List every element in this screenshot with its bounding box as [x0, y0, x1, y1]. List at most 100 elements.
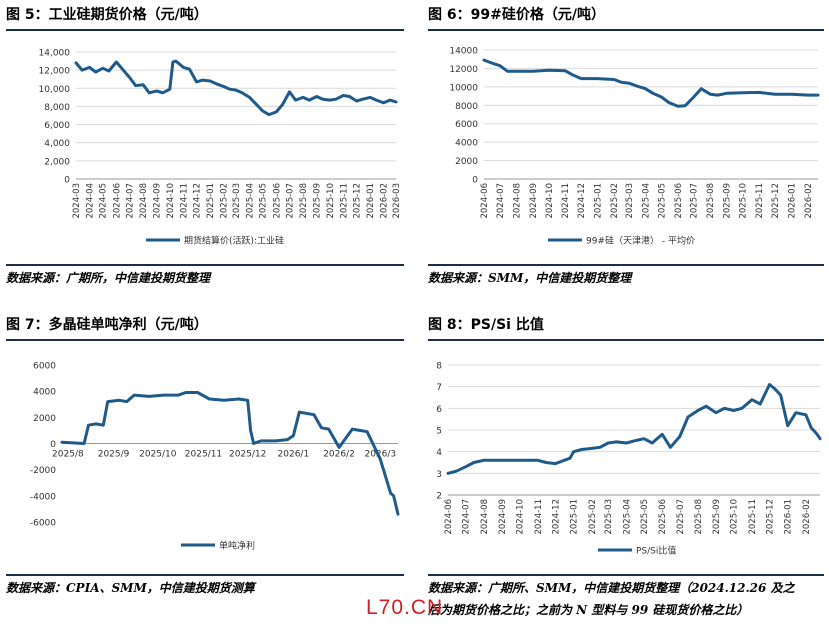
x-tick-label: 2025-11	[339, 183, 349, 219]
x-tick-label: 2024-11	[534, 499, 544, 535]
x-tick-label: 2025-03	[232, 183, 242, 219]
x-tick-label: 2025/12	[229, 450, 266, 460]
x-tick-label: 2025/10	[139, 450, 177, 460]
figure-8-source-line-1: 数据来源：广期所、SMM，中信建投期货整理（2024.12.26 及之	[428, 581, 795, 595]
x-tick-label: 2025-10	[739, 183, 749, 219]
x-tick-label: 2024-03	[72, 183, 82, 219]
x-tick-label: 2024-08	[480, 499, 490, 535]
y-tick-label: 8,000	[44, 103, 70, 113]
figure-5-chart: 0 2,000 4,000 6,000 8,000 10,000 12,000 14,000 2…	[39, 49, 403, 247]
x-tick-label: 2024-11	[179, 183, 189, 219]
x-tick-label: 2025-01	[594, 183, 604, 219]
legend-label: PS/Si比值	[636, 545, 676, 557]
figure-8-source-line-2: 后为期货价格之比；之前为 N 型料与 99 硅现货价格之比）	[428, 603, 749, 617]
series-line	[74, 59, 398, 117]
x-tick-label: 2026-02	[802, 499, 812, 535]
x-tick-label: 2024-05	[99, 183, 109, 219]
figure-6-panel: 图 6：99#硅价格（元/吨） 0 2000 4000 6000 8000 10000 12…	[428, 4, 824, 294]
x-tick-label: 2025-12	[353, 183, 363, 219]
x-tick-label: 2024-09	[498, 499, 508, 535]
y-tick-label: 3	[436, 470, 442, 480]
y-tick-label: 8	[436, 362, 442, 372]
y-tick-label: 4000	[33, 388, 56, 398]
x-tick-label: 2025-09	[712, 499, 722, 535]
x-tick-label: 2025-06	[674, 183, 684, 219]
x-tick-label: 2025-08	[299, 183, 309, 219]
figure-6-chart: 0 2000 4000 6000 8000 10000 12000 14000 2024-06 2…	[449, 47, 820, 247]
x-tick-label: 2025-10	[730, 499, 740, 535]
x-tick-label: 2025-07	[676, 499, 686, 535]
x-tick-label: 2024-06	[444, 499, 454, 535]
figure-5-panel: 图 5：工业硅期货价格（元/吨） 0 2,000 4,000 6,000 8,000 10…	[6, 4, 404, 294]
legend-label: 99#硅（天津港） - 平均价	[586, 235, 695, 247]
x-tick-label: 2024-06	[112, 183, 122, 219]
x-tick-label: 2025-05	[657, 183, 667, 219]
x-tick-label: 2024-07	[462, 499, 472, 535]
x-tick-label: 2025-02	[588, 499, 598, 535]
figure-7-top-rule	[6, 339, 404, 341]
y-tick-label: 6,000	[44, 121, 70, 131]
y-tick-label: 12000	[449, 65, 478, 75]
series-line	[60, 391, 400, 516]
y-tick-label: 10000	[449, 83, 478, 93]
x-tick-label: 2025/9	[98, 450, 130, 460]
x-tick-label: 2025-12	[766, 499, 776, 535]
y-tick-label: 0	[50, 440, 56, 450]
x-tick-label: 2025-12	[771, 183, 781, 219]
y-tick-label: 2000	[455, 157, 478, 167]
x-tick-label: 2026/3	[364, 450, 396, 460]
x-tick-label: 2024-09	[529, 183, 539, 219]
x-tick-label: 2026/2	[323, 450, 355, 460]
x-tick-label: 2025-09	[723, 183, 733, 219]
x-tick-label: 2024-06	[480, 183, 490, 219]
x-tick-label: 2025-11	[755, 183, 765, 219]
x-tick-label: 2025-08	[694, 499, 704, 535]
x-tick-label: 2024-12	[193, 183, 203, 219]
figure-7-chart: -6000 -4000 -2000 0 2000 4000 6000 2025/8 2025/9…	[30, 362, 400, 552]
x-tick-label: 2026-01	[366, 183, 376, 219]
figure-6-top-rule	[428, 29, 824, 31]
x-tick-label: 2025-10	[326, 183, 336, 219]
figure-6-source: 数据来源：SMM，中信建投期货整理	[428, 271, 632, 285]
series-line	[482, 58, 820, 108]
y-tick-label: 0	[472, 176, 478, 186]
x-tick-label: 2026-01	[784, 499, 794, 535]
figure-7-bottom-rule	[6, 574, 404, 576]
y-tick-label: 14000	[449, 47, 478, 57]
x-tick-label: 2026-01	[787, 183, 797, 219]
y-tick-label: -6000	[30, 519, 56, 529]
y-tick-label: 12,000	[39, 67, 71, 77]
legend-label: 期货结算价(活跃):工业硅	[184, 235, 284, 247]
x-tick-label: 2026-02	[380, 183, 390, 219]
x-tick-label: 2025-02	[220, 183, 230, 219]
y-tick-label: 2000	[33, 414, 56, 424]
y-tick-label: 10,000	[39, 85, 71, 95]
x-tick-label: 2025-07	[690, 183, 700, 219]
x-tick-label: 2025/11	[185, 450, 222, 460]
series-line	[446, 383, 822, 475]
x-tick-label: 2025/8	[52, 450, 84, 460]
x-tick-label: 2025-04	[641, 183, 651, 219]
figure-6-title: 图 6：99#硅价格（元/吨）	[428, 7, 605, 23]
y-tick-label: -4000	[30, 492, 56, 502]
figure-5-top-rule	[6, 29, 404, 31]
y-tick-label: 4,000	[44, 139, 70, 149]
figure-7-title: 图 7：多晶硅单吨净利（元/吨）	[6, 317, 208, 333]
x-tick-label: 2025-06	[658, 499, 668, 535]
y-tick-label: 7	[436, 383, 442, 393]
figure-5-bottom-rule	[6, 264, 404, 266]
x-tick-label: 2025-04	[246, 183, 256, 219]
x-tick-label: 2025-03	[625, 183, 635, 219]
y-tick-label: 6000	[455, 120, 478, 130]
x-tick-label: 2025-03	[604, 499, 614, 535]
x-tick-label: 2024-12	[551, 499, 561, 535]
x-tick-label: 2024-07	[496, 183, 506, 219]
y-tick-label: 2	[436, 492, 442, 502]
figure-8-title: 图 8：PS/Si 比值	[428, 317, 544, 333]
figure-5-title: 图 5：工业硅期货价格（元/吨）	[6, 7, 208, 23]
x-tick-label: 2025-04	[622, 499, 632, 535]
x-tick-label: 2024-08	[139, 183, 149, 219]
x-tick-label: 2024-10	[545, 183, 555, 219]
x-tick-label: 2024-08	[512, 183, 522, 219]
x-tick-label: 2025-09	[313, 183, 323, 219]
